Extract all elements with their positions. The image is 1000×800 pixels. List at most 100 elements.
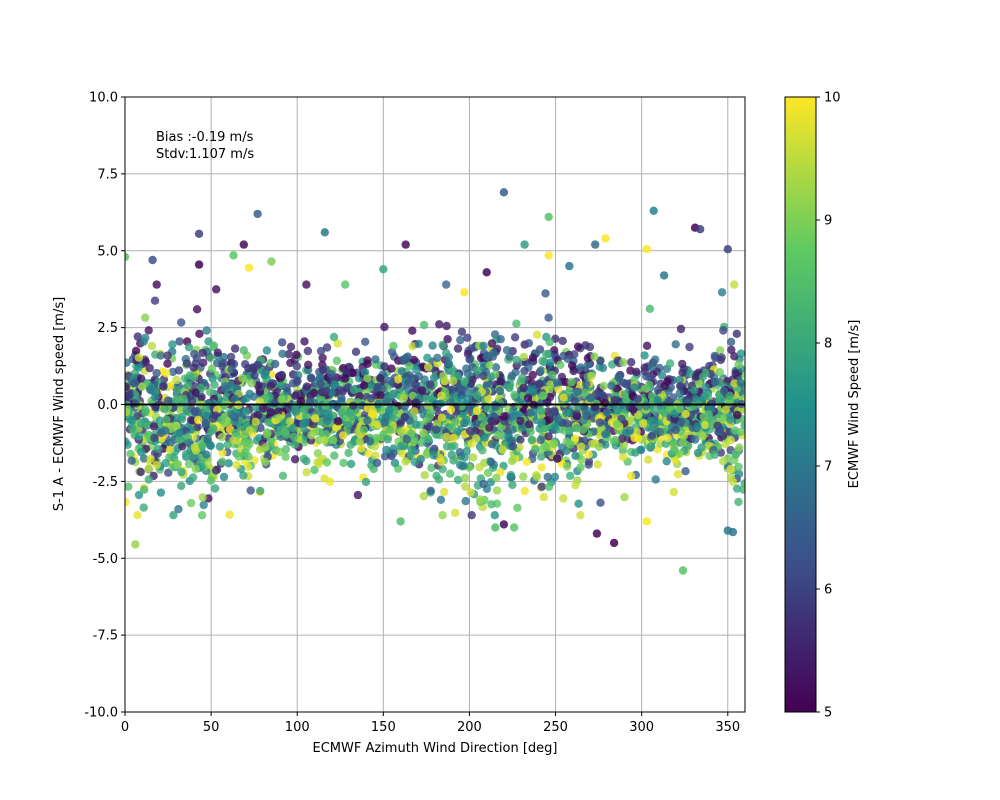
- scatter-point: [411, 420, 421, 429]
- scatter-point: [217, 433, 227, 442]
- scatter-point: [420, 471, 429, 480]
- scatter-point: [278, 338, 287, 347]
- scatter-point: [327, 369, 336, 379]
- scatter-point: [408, 326, 417, 335]
- scatter-point: [539, 425, 548, 434]
- y-tick-label: -7.5: [93, 629, 118, 644]
- scatter-point: [715, 368, 724, 377]
- scatter-point-outlier: [194, 229, 204, 238]
- scatter-point-outlier: [678, 566, 688, 575]
- scatter-point: [510, 390, 519, 400]
- scatter-point: [337, 394, 346, 403]
- scatter-point: [562, 437, 571, 446]
- scatter-point: [638, 419, 648, 428]
- scatter-point: [245, 389, 254, 398]
- scatter-point: [344, 448, 353, 458]
- scatter-point: [449, 433, 458, 443]
- scatter-point: [508, 425, 517, 434]
- scatter-point: [150, 296, 160, 305]
- scatter-point: [483, 468, 493, 477]
- scatter-point: [444, 359, 454, 368]
- scatter-point: [201, 419, 210, 428]
- scatter-point: [438, 511, 447, 520]
- scatter-point-outlier: [642, 517, 651, 526]
- scatter-point: [231, 428, 240, 438]
- scatter-point: [562, 462, 572, 471]
- scatter-point: [469, 453, 478, 462]
- scatter-point: [520, 486, 529, 496]
- scatter-point: [496, 377, 505, 387]
- scatter-point: [435, 320, 444, 329]
- scatter-point: [541, 289, 550, 298]
- scatter-point: [594, 442, 604, 452]
- scatter-point-outlier: [544, 251, 553, 260]
- scatter-point: [630, 433, 639, 443]
- scatter-point: [739, 485, 745, 494]
- scatter-point: [251, 417, 260, 426]
- scatter-point: [692, 372, 701, 381]
- scatter-point: [156, 351, 165, 360]
- scatter-point: [490, 511, 499, 520]
- scatter-point: [191, 388, 200, 397]
- x-tick-label: 350: [715, 720, 740, 735]
- scatter-point: [632, 367, 641, 376]
- colorbar-tick-label: 6: [824, 583, 832, 598]
- scatter-point: [139, 454, 149, 463]
- scatter-point: [397, 367, 407, 376]
- scatter-point: [734, 469, 744, 478]
- scatter-point: [363, 374, 372, 383]
- scatter-point: [189, 363, 198, 372]
- scatter-point: [543, 472, 552, 482]
- scatter-point: [419, 491, 429, 501]
- scatter-point: [385, 425, 395, 434]
- scatter-point: [373, 383, 382, 392]
- scatter-point: [619, 358, 628, 367]
- scatter-point: [229, 436, 238, 445]
- scatter-point: [264, 418, 273, 427]
- scatter-point: [537, 463, 546, 472]
- scatter-point: [573, 342, 583, 351]
- scatter-point-outlier: [244, 263, 254, 272]
- scatter-point: [360, 381, 369, 390]
- scatter-point: [480, 416, 489, 425]
- scatter-point: [508, 442, 518, 451]
- scatter-point: [574, 499, 583, 508]
- scatter-point: [438, 465, 447, 474]
- scatter-point: [302, 468, 311, 477]
- scatter-point: [513, 503, 522, 512]
- scatter-point: [313, 449, 323, 458]
- scatter-point: [554, 385, 563, 394]
- scatter-point: [424, 362, 433, 372]
- scatter-point: [535, 379, 544, 388]
- scatter-point: [525, 420, 534, 429]
- scatter-point: [719, 457, 728, 466]
- scatter-point: [175, 435, 184, 444]
- scatter-point: [642, 341, 652, 350]
- scatter-point: [240, 430, 249, 439]
- scatter-point: [726, 465, 735, 474]
- scatter-point: [459, 418, 469, 428]
- scatter-point: [318, 353, 327, 363]
- scatter-point: [419, 428, 428, 437]
- scatter-point: [546, 358, 555, 367]
- scatter-point: [528, 370, 537, 380]
- scatter-point: [357, 444, 366, 453]
- scatter-point: [517, 423, 527, 432]
- scatter-point: [645, 304, 655, 313]
- scatter-point: [433, 353, 442, 363]
- scatter-point: [258, 404, 268, 413]
- scatter-point: [405, 362, 414, 371]
- scatter-point: [190, 443, 199, 452]
- scatter-point: [144, 326, 153, 335]
- scatter-point: [601, 430, 610, 439]
- scatter-point: [147, 341, 157, 351]
- scatter-point: [380, 322, 389, 332]
- scatter-point: [137, 447, 146, 457]
- scatter-point: [346, 459, 356, 469]
- x-tick-label: 50: [203, 720, 220, 735]
- scatter-point: [472, 391, 482, 400]
- scatter-point: [519, 383, 528, 393]
- scatter-point-outlier: [544, 212, 553, 222]
- scatter-point: [387, 390, 397, 399]
- scatter-point: [651, 355, 660, 364]
